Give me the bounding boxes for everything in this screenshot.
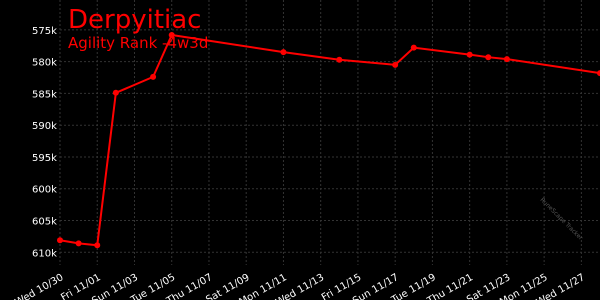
chart-title: Derpyitiac bbox=[68, 5, 201, 35]
y-tick-label: 610k bbox=[32, 248, 57, 259]
point bbox=[168, 31, 175, 38]
point bbox=[280, 49, 287, 56]
y-tick-label: 600k bbox=[32, 185, 57, 196]
point bbox=[410, 44, 417, 51]
line bbox=[59, 33, 600, 247]
y-tick-label: 590k bbox=[32, 121, 57, 132]
point bbox=[336, 56, 343, 63]
point bbox=[150, 73, 157, 80]
x-tick-label: Wed 10/30 bbox=[13, 272, 65, 300]
point bbox=[466, 51, 473, 58]
point bbox=[57, 237, 63, 244]
point bbox=[503, 56, 510, 63]
point bbox=[112, 89, 119, 96]
y-tick-label: 585k bbox=[32, 89, 57, 100]
point bbox=[597, 70, 600, 77]
point bbox=[94, 242, 101, 249]
grid bbox=[59, 0, 600, 265]
y-tick-label: 580k bbox=[32, 58, 57, 69]
y-tick-label: 575k bbox=[32, 26, 57, 37]
point bbox=[75, 240, 82, 247]
chart-subtitle: Agility Rank -4w3d bbox=[68, 34, 208, 52]
y-tick-label: 595k bbox=[32, 153, 57, 164]
y-tick-label: 605k bbox=[32, 217, 57, 228]
point bbox=[392, 61, 399, 68]
marks bbox=[57, 31, 600, 249]
watermark: RuneScape Tracker bbox=[539, 196, 585, 242]
point bbox=[485, 54, 492, 61]
